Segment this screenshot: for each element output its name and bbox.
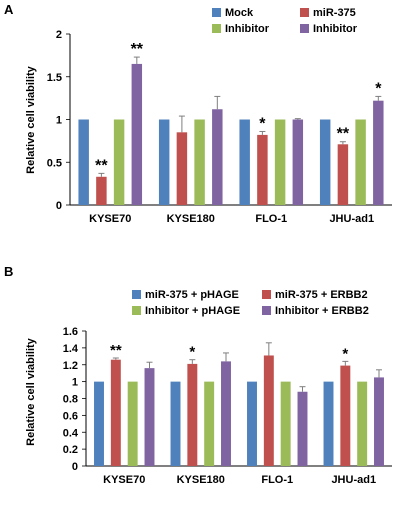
panel-a-significance-label: ** [337, 126, 350, 143]
panel-a-bar [194, 119, 205, 205]
panel-b-bar [204, 381, 215, 466]
panel-a-legend-swatch [212, 24, 221, 33]
panel-b-bar [127, 381, 138, 466]
panel-a-letter: A [4, 2, 14, 17]
panel-a-bar [131, 63, 143, 205]
panel-b-y-tick-label: 0.4 [63, 427, 79, 439]
panel-b-legend-swatch [132, 290, 141, 299]
panel-b-category-label: KYSE180 [177, 474, 225, 486]
panel-b-plot: 0 0.2 0.4 0.6 0.8 1 1.2 1.4 1.6 ** KYSE70 * KYSE180 F… [63, 326, 392, 486]
panel-b-significance-label: * [342, 345, 348, 362]
panel-b-bar [221, 361, 231, 466]
panel-a-bar [274, 119, 286, 205]
panel-b-y-tick-label: 1.2 [63, 360, 78, 372]
panel-a-legend-label: Inhibitor [225, 23, 270, 35]
panel-a-legend: Mock miR-375 Inhibitor Inhibitor [212, 7, 358, 35]
panel-a-bar [373, 100, 384, 205]
panel-a-plot: 00.511.52****KYSE70 KYSE180*FLO-1***JHU-a… [47, 29, 392, 225]
panel-a-legend-swatch [212, 8, 221, 17]
panel-b-legend-swatch [262, 290, 271, 299]
panel-b-y-tick-label: 1.6 [63, 326, 78, 338]
panel-b-bar [247, 381, 257, 466]
panel-a-bar [78, 119, 89, 205]
panel-b-legend-label: miR-375 + pHAGE [145, 289, 239, 301]
panel-b-legend-label: Inhibitor + pHAGE [145, 305, 240, 317]
panel-a-bar [292, 119, 304, 205]
panel-a-bar [212, 109, 223, 205]
panel-a-category-label: KYSE180 [167, 213, 215, 225]
panel-a-y-tick-label: 1 [56, 115, 62, 127]
panel-b-bar [357, 381, 368, 466]
panel-a-y-tick-label: 0 [56, 200, 62, 212]
panel-a-category-label: FLO-1 [255, 213, 287, 225]
panel-a-bar [96, 176, 107, 205]
panel-b-bar [374, 377, 384, 466]
panel-b-y-tick-label: 1.4 [63, 343, 79, 355]
panel-b-significance-label: ** [110, 342, 122, 359]
panel-b-bar [187, 363, 198, 466]
panel-b-bar [170, 381, 181, 466]
panel-b-y-tick-label: 0.8 [63, 394, 78, 406]
panel-a-significance-label: * [259, 115, 266, 132]
panel-a-y-tick-label: 2 [56, 29, 62, 41]
panel-b-legend-label: Inhibitor + ERBB2 [275, 305, 369, 317]
panel-b-bar [263, 355, 274, 466]
panel-a-bar [319, 119, 331, 205]
panel-b-significance-label: * [189, 344, 195, 361]
panel-b-bar [323, 381, 334, 466]
panel-a-legend-label: Mock [225, 7, 254, 19]
panel-a-significance-label: ** [95, 157, 108, 174]
panel-b: B Relative cell viability 0 0.2 0.4 0.6 0.8 1… [4, 264, 392, 486]
panel-a-y-axis-label: Relative cell viability [25, 65, 37, 173]
panel-b-bar [280, 381, 291, 466]
panel-b-bar [297, 391, 308, 466]
panel-a-y-tick-label: 0.5 [47, 157, 62, 169]
panel-a-y-tick-label: 1.5 [47, 72, 62, 84]
panel-a-legend-swatch [300, 8, 309, 17]
panel-b-category-label: FLO-1 [261, 474, 293, 486]
panel-a-bar [113, 119, 125, 205]
panel-b-legend: miR-375 + pHAGE miR-375 + ERBB2 Inhibitor … [132, 289, 369, 317]
panel-b-y-tick-label: 0.2 [63, 444, 78, 456]
panel-b-bar [144, 368, 155, 466]
panel-a-legend-label: miR-375 [313, 7, 356, 19]
panel-b-category-label: KYSE70 [103, 474, 145, 486]
panel-b-y-axis-label: Relative cell viability [25, 337, 37, 445]
panel-b-category-label: JHU-ad1 [331, 474, 376, 486]
panel-b-y-tick-label: 0 [72, 461, 78, 473]
panel-a-significance-label: ** [131, 41, 144, 58]
panel-a-category-label: KYSE70 [89, 213, 131, 225]
panel-b-legend-swatch [262, 306, 271, 315]
panel-b-bar [94, 381, 104, 466]
panel-a-category-label: JHU-ad1 [329, 213, 374, 225]
panel-b-bar [340, 365, 351, 466]
panel-b-legend-label: miR-375 + ERBB2 [275, 289, 368, 301]
panel-a-significance-label: * [375, 80, 382, 97]
panel-a-legend-swatch [300, 24, 309, 33]
panel-b-legend-swatch [132, 306, 141, 315]
panel-a-legend-label: Inhibitor [313, 23, 358, 35]
panel-b-bar [110, 359, 121, 466]
panel-b-letter: B [4, 264, 13, 279]
panel-a-bar [355, 119, 366, 205]
panel-a-bar [176, 132, 188, 205]
panel-b-y-tick-label: 1 [72, 377, 78, 389]
panel-a-bar [257, 134, 268, 205]
panel-a: A Relative cell viability 00.511.52****K… [4, 2, 392, 225]
panel-a-bar [239, 119, 250, 205]
panel-a-bar [337, 144, 349, 205]
panel-b-y-tick-label: 0.6 [63, 410, 78, 422]
panel-a-bar [158, 119, 170, 205]
